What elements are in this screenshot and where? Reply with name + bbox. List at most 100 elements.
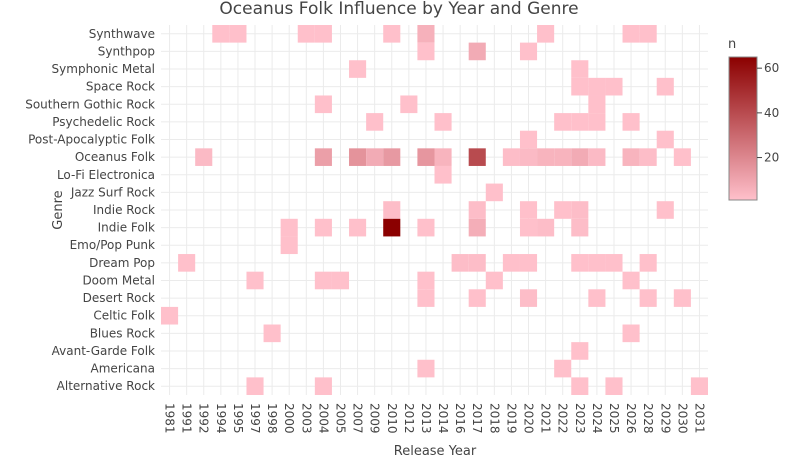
x-tick-label: 1991 [180,403,194,434]
heatmap-cell [588,254,606,272]
heatmap-cell [519,201,538,219]
heatmap-cell [246,377,264,395]
heatmap-cell [349,60,367,78]
y-tick-label: Synthpop [98,44,155,58]
heatmap-cell [519,148,538,166]
colorbar-tick-label: 20 [764,151,779,165]
heatmap-cell [571,218,589,237]
y-tick-label: Jazz Surf Rock [70,185,155,199]
x-tick-label: 2022 [556,403,570,434]
y-tick-label: Blues Rock [90,326,155,340]
y-tick-labels: Alternative Rock Americana Avant-Garde Fol… [25,27,155,393]
heatmap-cell [554,201,572,219]
heatmap-cell [605,377,623,395]
x-tick-label: 2017 [470,403,484,434]
heatmap-cell [314,271,332,290]
x-tick-label: 2031 [692,403,706,434]
heatmap-cell [605,254,623,272]
heatmap-cells [161,25,708,395]
x-tick-label: 2028 [641,403,655,434]
y-tick-label: Doom Metal [82,273,155,287]
heatmap-cell [468,201,486,219]
heatmap-cell [417,148,435,166]
y-axis-title: Genre [51,190,66,229]
x-axis-title: Release Year [394,444,477,459]
x-tick-label: 2014 [436,403,450,434]
x-tick-label: 1997 [248,403,262,434]
heatmap-cell [537,148,555,166]
x-tick-label: 2000 [282,403,296,434]
heatmap-cell [417,25,435,43]
heatmap-cell [519,289,538,307]
heatmap-cell [417,289,435,307]
x-tick-label: 1992 [197,403,211,434]
x-tick-label: 2007 [351,403,365,434]
heatmap-cell [434,113,452,131]
heatmap-cell [673,148,691,166]
heatmap-cell [588,289,606,307]
heatmap-cell [588,77,606,96]
x-tick-label: 2010 [385,403,399,434]
heatmap-cell [383,148,401,166]
y-tick-label: Post-Apocalyptic Folk [28,133,155,147]
x-tick-label: 2009 [368,403,382,434]
y-tick-label: Space Rock [86,80,155,94]
heatmap-cell [571,77,589,96]
heatmap-cell [383,25,401,43]
x-tick-label: 2023 [573,403,587,434]
heatmap-cell [451,254,469,272]
heatmap-cell [417,271,435,290]
heatmap-cell [622,271,640,290]
y-tick-label: Synthwave [89,27,155,41]
y-tick-label: Desert Rock [83,291,155,305]
y-tick-label: Oceanus Folk [75,150,155,164]
heatmap-cell [366,113,384,131]
heatmap-cell [434,165,452,184]
x-tick-label: 2021 [539,403,553,434]
x-tick-label: 2024 [590,403,604,434]
heatmap-cell [468,218,486,237]
heatmap-cell [571,201,589,219]
x-tick-label: 2018 [487,403,501,434]
heatmap-cell [656,130,674,149]
heatmap-cell [349,148,367,166]
heatmap-cell [468,254,486,272]
x-tick-label: 2016 [453,403,467,434]
heatmap-cell [485,183,503,202]
heatmap-cell [554,359,572,378]
heatmap-cell [571,60,589,78]
heatmap-cell [656,77,674,96]
heatmap-cell [417,218,435,237]
heatmap-cell [588,95,606,114]
heatmap-cell [229,25,247,43]
heatmap-cell [571,254,589,272]
heatmap-cell [690,377,708,395]
heatmap-cell [537,218,555,237]
colorbar-tick-label: 40 [764,106,779,120]
x-tick-label: 2029 [658,403,672,434]
heatmap-cell [502,254,520,272]
heatmap-cell [605,77,623,96]
heatmap-cell [366,148,384,166]
x-tick-label: 2030 [675,403,689,434]
grid-lines [161,25,708,395]
heatmap-cell [314,218,332,237]
x-tick-label: 2013 [419,403,433,434]
heatmap-cell [280,236,298,255]
heatmap-cell [417,359,435,378]
heatmap-cell [314,148,332,166]
x-tick-label: 2003 [299,403,313,434]
heatmap-cell [554,113,572,131]
heatmap-cell [485,271,503,290]
heatmap-cell [502,148,520,166]
x-tick-label: 1998 [265,403,279,434]
y-tick-label: Lo-Fi Electronica [57,168,155,182]
heatmap-cell [588,148,606,166]
heatmap-cell [571,113,589,131]
heatmap-cell [212,25,230,43]
x-tick-label: 1994 [214,403,228,434]
y-tick-label: Avant-Garde Folk [52,344,155,358]
y-tick-label: Southern Gothic Rock [25,97,155,111]
